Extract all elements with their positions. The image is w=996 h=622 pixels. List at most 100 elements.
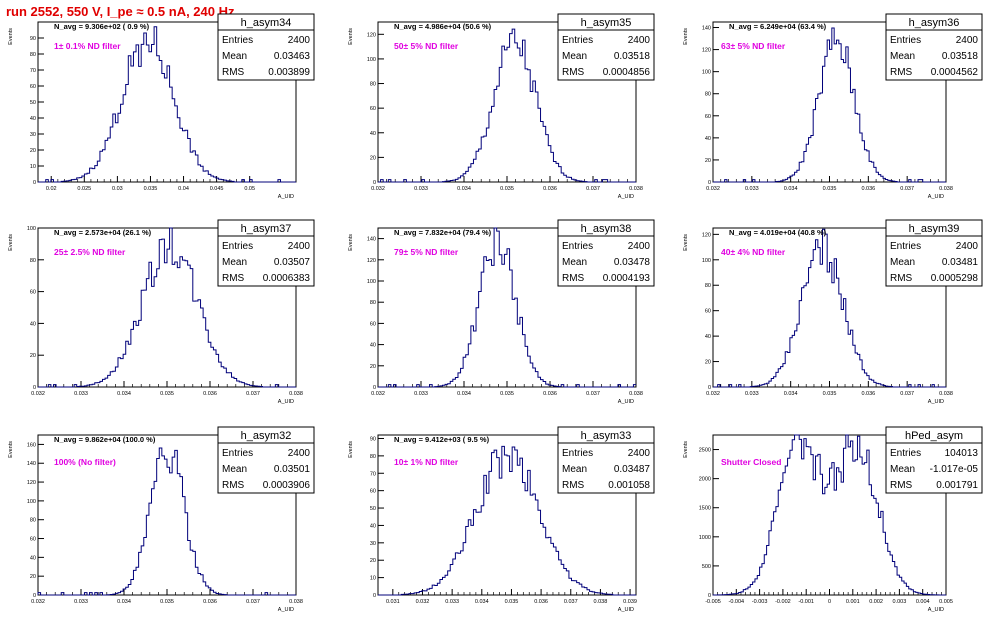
histogram-series	[38, 227, 296, 388]
y-tick-label: 20	[30, 574, 36, 580]
y-tick-label: 10	[370, 576, 376, 582]
x-axis-label: A_UID	[928, 194, 944, 200]
stats-label: Entries	[222, 448, 253, 459]
stats-label: Entries	[562, 241, 593, 252]
y-tick-label: 60	[370, 106, 376, 112]
y-tick-label: 90	[30, 36, 36, 42]
filter-annotation: 25± 2.5% ND filter	[54, 247, 126, 257]
y-tick-label: 2500	[699, 448, 711, 454]
x-tick-label: 0.032	[31, 599, 45, 605]
y-tick-label: 1500	[699, 506, 711, 512]
y-axis-label: Events	[683, 28, 689, 45]
y-tick-label: 120	[367, 258, 376, 264]
stats-label: Mean	[890, 464, 915, 475]
histogram-series	[713, 27, 946, 183]
y-tick-label: 20	[370, 155, 376, 161]
y-tick-label: 80	[370, 82, 376, 88]
stats-value: 0.03487	[614, 464, 651, 475]
y-tick-label: 1000	[699, 535, 711, 541]
y-tick-label: 100	[367, 57, 376, 63]
stats-value: 0.0004856	[603, 67, 651, 78]
histogram-series	[378, 227, 636, 388]
y-tick-label: 120	[367, 32, 376, 38]
filter-annotation: 10± 1% ND filter	[394, 457, 459, 467]
y-tick-label: 20	[705, 158, 711, 164]
y-tick-label: 0	[373, 593, 376, 599]
x-tick-label: 0.037	[586, 186, 600, 192]
stats-box	[217, 219, 315, 287]
x-tick-label: 0.036	[534, 599, 548, 605]
stats-value: 0.03463	[274, 51, 311, 62]
stats-label: Mean	[222, 464, 247, 475]
x-axis-label: A_UID	[278, 194, 294, 200]
x-axis-label: A_UID	[618, 399, 634, 405]
x-tick-label: 0.033	[414, 186, 428, 192]
x-tick-label: 0.035	[500, 391, 514, 397]
y-tick-label: 100	[27, 499, 36, 505]
stats-value: 0.0006383	[263, 273, 311, 284]
x-tick-label: 0.033	[445, 599, 459, 605]
x-tick-label: 0.034	[784, 186, 798, 192]
y-tick-label: 140	[27, 461, 36, 467]
stats-value: -1.017e-05	[930, 464, 979, 475]
x-tick-label: 0.003	[893, 599, 907, 605]
navg-label: N_avg = 9.862e+04 (100.0 %)	[54, 435, 156, 444]
x-tick-label: -0.002	[775, 599, 791, 605]
x-tick-label: -0.003	[752, 599, 768, 605]
stats-title: h_asym35	[581, 17, 632, 29]
stats-title: h_asym36	[909, 17, 960, 29]
x-tick-label: 0.036	[543, 186, 557, 192]
x-tick-label: 0.036	[861, 391, 875, 397]
y-tick-label: 30	[30, 132, 36, 138]
x-tick-label: 0.035	[160, 391, 174, 397]
navg-label: N_avg = 4.986e+04 (50.6 %)	[394, 22, 492, 31]
navg-label: N_avg = 6.249e+04 (63.4 %)	[729, 22, 827, 31]
stats-value: 0.03518	[614, 51, 651, 62]
y-tick-label: 60	[30, 290, 36, 296]
x-tick-label: 0.031	[386, 599, 400, 605]
x-tick-label: 0.036	[543, 391, 557, 397]
stats-label: RMS	[890, 67, 913, 78]
y-tick-label: 100	[27, 226, 36, 232]
y-tick-label: 0	[33, 593, 36, 599]
x-tick-label: 0.037	[900, 391, 914, 397]
stats-label: RMS	[562, 273, 585, 284]
x-tick-label: 0.033	[74, 391, 88, 397]
y-tick-label: 80	[30, 52, 36, 58]
histogram-series	[378, 445, 636, 596]
stats-box	[217, 426, 315, 494]
y-tick-label: 120	[27, 480, 36, 486]
x-axis-label: A_UID	[278, 399, 294, 405]
y-tick-label: 100	[702, 70, 711, 76]
x-axis-label: A_UID	[278, 607, 294, 613]
y-tick-label: 140	[367, 237, 376, 243]
stats-value: 0.001791	[936, 480, 978, 491]
navg-label: N_avg = 9.412e+03 ( 9.5 %)	[394, 435, 490, 444]
stats-box	[557, 13, 655, 81]
stats-value: 0.001058	[608, 480, 650, 491]
x-tick-label: 0.036	[203, 599, 217, 605]
x-tick-label: 0.034	[784, 391, 798, 397]
stats-label: Mean	[562, 51, 587, 62]
filter-annotation: 100% (No filter)	[54, 457, 116, 467]
navg-label: N_avg = 2.573e+04 (26.1 %)	[54, 228, 152, 237]
x-tick-label: 0.04	[178, 186, 189, 192]
x-tick-label: 0.034	[117, 391, 131, 397]
filter-annotation: 40± 4% ND filter	[721, 247, 786, 257]
stats-box	[217, 13, 315, 81]
stats-value: 2400	[956, 241, 979, 252]
stats-label: Mean	[562, 257, 587, 268]
stats-box	[885, 426, 983, 494]
filter-annotation: Shutter Closed	[721, 457, 781, 467]
stats-value: 0.03518	[942, 51, 979, 62]
y-tick-label: 160	[27, 442, 36, 448]
stats-label: Entries	[562, 35, 593, 46]
x-tick-label: 0.03	[112, 186, 123, 192]
x-tick-label: 0.035	[500, 186, 514, 192]
stats-title: h_asym33	[581, 430, 632, 442]
x-tick-label: 0.032	[706, 391, 720, 397]
y-tick-label: 100	[702, 258, 711, 264]
stats-value: 0.0005298	[931, 273, 979, 284]
x-tick-label: -0.005	[705, 599, 721, 605]
stats-title: h_asym37	[241, 223, 292, 235]
